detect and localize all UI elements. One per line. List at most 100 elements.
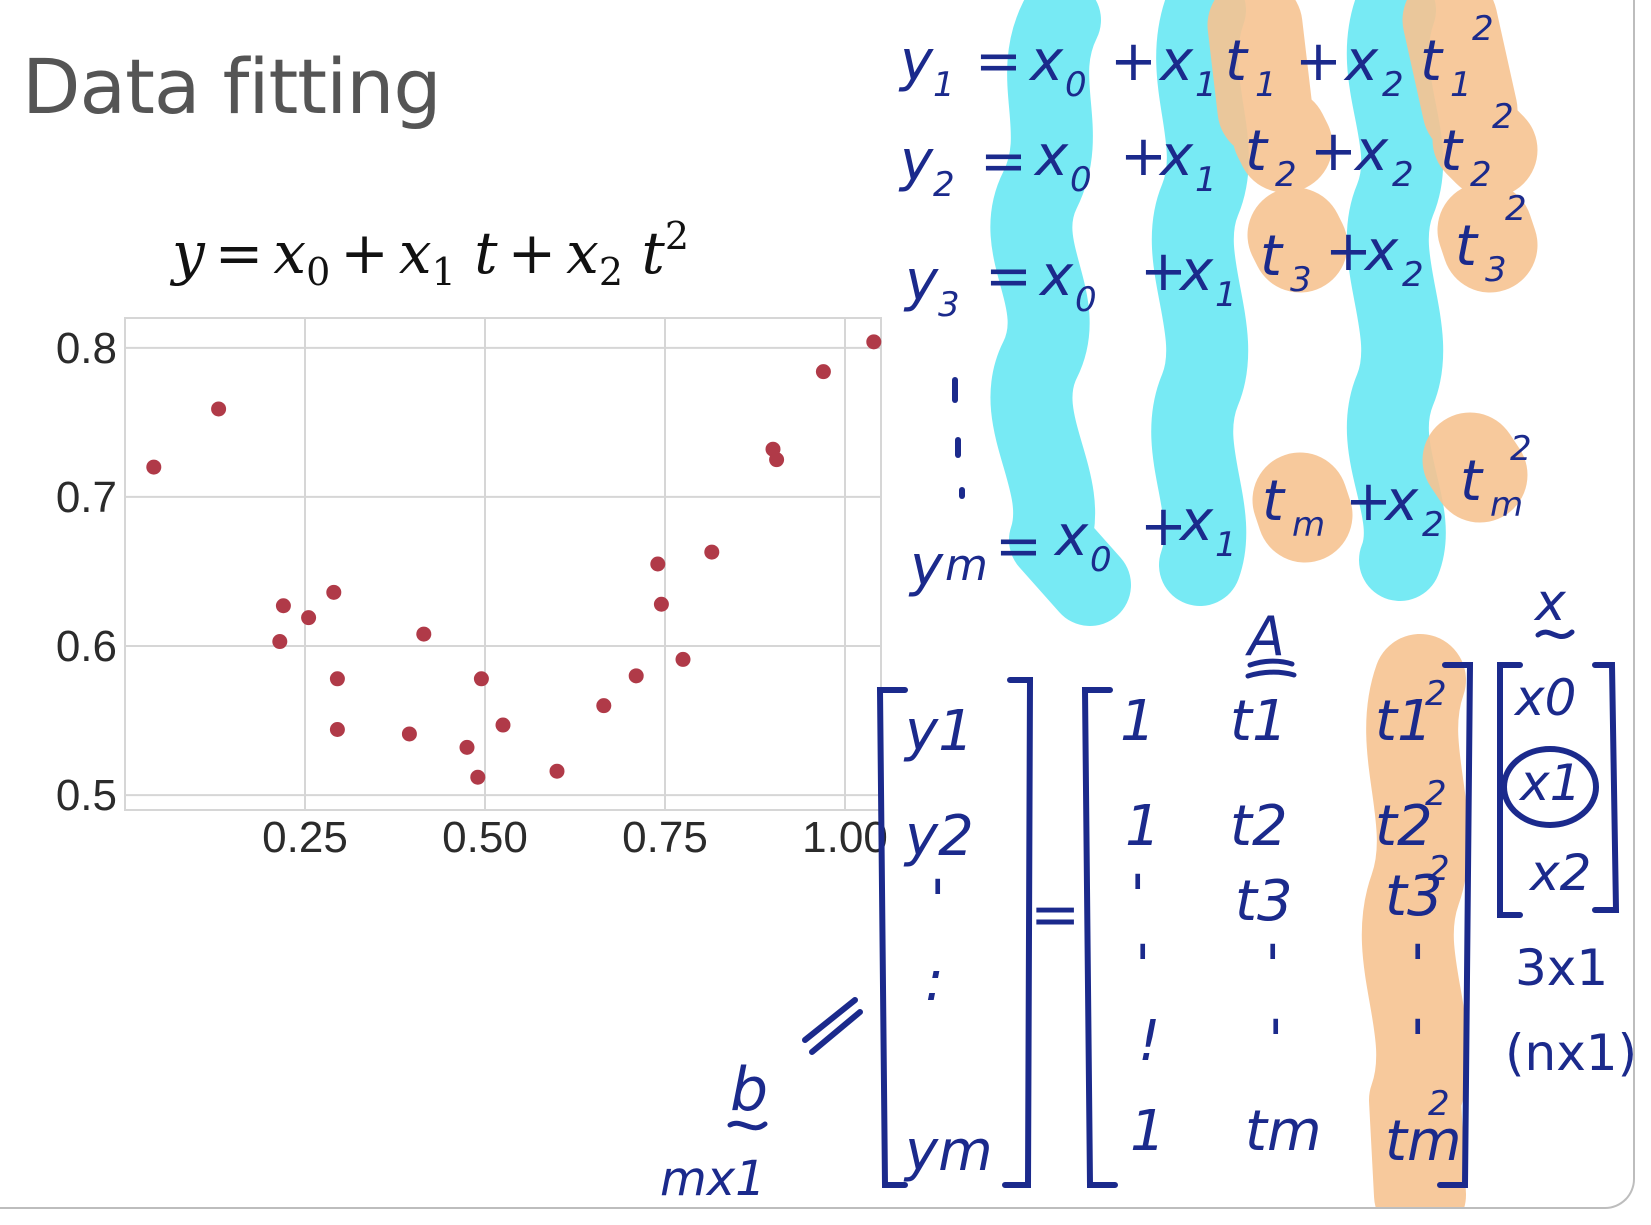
x-dims-alt: (nx1) [1505,1024,1635,1082]
chart-grid [125,318,881,810]
chart-points [146,334,882,785]
x-entry-0: x0 [1513,669,1576,727]
highlighter-strokes [990,0,1538,1207]
equation-row-3: y 3 = x 0 + x 1 t 3 + x 2 t 3 2 [903,189,1527,325]
row2-x0: x [1033,124,1069,189]
A-r1-c2: t1 [1230,689,1288,754]
b-entry-m: ym [903,1119,993,1184]
A-r4-c2: ' [1265,934,1280,999]
equation-rows: y 1 = x 0 + x 1 t 1 + x 2 t 1 2 y 2 = [898,9,1532,599]
row1-x0: x [1028,29,1064,94]
data-point [416,626,432,642]
orange-highlight-A-t2-column [1361,634,1469,1207]
data-point [495,717,511,733]
orange-highlight-t2-column [1402,0,1538,523]
data-point [653,596,669,612]
x-label-text: x [1533,573,1567,633]
row1-x1: x [1158,29,1194,94]
A-r5-c2: ' [1268,1009,1283,1074]
data-point [769,452,785,468]
b-bracket-left [876,687,908,1188]
row2-equals: = [980,129,1027,194]
row1-equals: = [975,29,1022,94]
x-tick-label: 0.50 [442,813,528,862]
orange-highlight-t-column [1207,0,1353,563]
rowm-plus-1: + [1140,494,1187,559]
A-rm-c3: tm [1385,1109,1462,1174]
x1-circle [1501,746,1599,828]
rowm-x2: x [1383,469,1419,534]
A-r4-c1: ' [1135,934,1150,999]
formula-plus-1: + [340,219,389,287]
handwritten-annotations: y 1 = x 0 + x 1 t 1 + x 2 t 1 2 y 2 = [660,0,1635,1207]
b-entry-1: y1 [903,699,974,764]
rowm-t-sub: m [1292,505,1325,545]
x-entry-1: x1 [1518,754,1581,812]
rowm-x0: x [1053,504,1089,569]
b-entry-3: ' [930,869,945,934]
data-point [275,598,291,614]
A-label-text: A [1245,605,1285,668]
A-matrix: 1 1 ' ' ! 1 t1 t2 t3 ' ' tm t1 t2 t3 ' '… [1120,674,1462,1174]
row2-t2-sup: 2 [1492,97,1514,137]
A-r3-c2: t3 [1235,869,1293,934]
y-tick-label: 0.8 [56,324,117,373]
A-label-underline [1245,658,1297,679]
data-point [329,721,345,737]
formula-t-sup: 2 [664,214,690,258]
formula-x1-sub: 1 [431,250,456,294]
rowm-t2-sub: m [1490,485,1523,525]
rowm-y-sub: m [945,540,988,591]
row1-plus-2: + [1295,29,1342,94]
formula-y: y [172,219,205,287]
rowm-t2-sup: 2 [1510,429,1532,469]
rowm-y: y [908,534,944,599]
data-point [326,584,342,600]
A-r5-c3: ' [1410,1009,1425,1074]
data-point [272,634,288,650]
data-point [301,610,317,626]
rowm-t: t [1262,469,1286,534]
rowm-equals: = [995,514,1042,579]
row3-x0-sub: 0 [1075,280,1097,320]
data-point [549,763,565,779]
equation-row-ellipsis [952,377,965,499]
A-r2-c2: t2 [1230,794,1288,859]
row1-t: t [1225,29,1249,94]
data-point [146,459,162,475]
row1-x0-sub: 0 [1065,65,1087,105]
row3-plus-2: + [1325,219,1372,284]
formula-x0: x [273,219,307,287]
data-point [704,544,720,560]
data-point [675,651,691,667]
data-point [866,334,882,350]
b-entry-4: : [925,949,944,1014]
x-bracket-left [1497,662,1523,918]
row2-t2: t [1440,119,1464,184]
row1-x2-sub: 2 [1382,65,1404,105]
row3-equals: = [985,244,1032,309]
row3-x0: x [1038,244,1074,309]
x-label-tilde [1535,629,1575,640]
A-bracket-right [1437,662,1474,1188]
matrix-brackets [802,662,1620,1188]
A-bracket-left [1081,687,1118,1188]
x-dims: 3x1 [1515,939,1608,997]
slide: Data fitting y = x0 + x1 t + x2 t2 0.25 0.50 0.7… [0,0,1635,1209]
row2-x1: x [1158,124,1194,189]
formula-x2-sub: 2 [598,250,624,294]
b-vector: y1 y2 ' : ym [903,699,993,1184]
model-formula: y = x0 + x1 t + x2 t2 [172,214,689,294]
row2-x0-sub: 0 [1070,160,1092,200]
equation-row-2: y 2 = x 0 + x 1 t 2 + x 2 t 2 2 [898,97,1514,205]
formula-x1: x [398,219,432,287]
row2-x2-sub: 2 [1392,155,1414,195]
row1-t2: t [1420,29,1444,94]
y-tick-label: 0.5 [56,771,117,820]
row1-t2-sub: 1 [1450,65,1472,105]
data-point [815,364,831,380]
A-r3-c3-sup: 2 [1428,849,1450,889]
row2-plus-1: + [1120,124,1167,189]
data-point [628,668,644,684]
x-entry-2: x2 [1528,844,1591,902]
